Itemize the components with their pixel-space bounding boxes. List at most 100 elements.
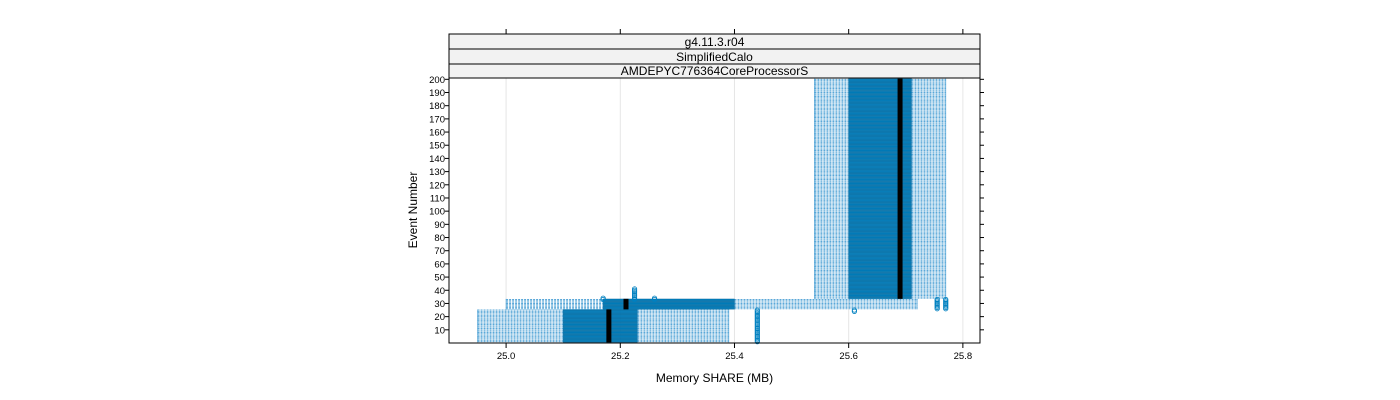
box: [848, 103, 912, 106]
box: [848, 247, 912, 249]
box: [848, 114, 912, 116]
box: [563, 338, 638, 340]
box: [563, 339, 638, 342]
box: [848, 98, 912, 100]
box: [563, 309, 638, 311]
box: [848, 124, 912, 127]
box: [603, 300, 735, 302]
box: [848, 288, 912, 290]
box: [848, 279, 912, 281]
box: [848, 219, 912, 222]
box: [848, 168, 912, 170]
box: [848, 297, 912, 299]
box: [848, 272, 912, 274]
box: [848, 97, 912, 99]
box: [563, 327, 638, 330]
box: [563, 337, 638, 339]
box: [848, 174, 912, 177]
y-tick-label-0: 10: [434, 325, 445, 336]
box: [848, 126, 912, 128]
box: [848, 205, 912, 207]
box: [848, 201, 912, 203]
strip-3: [448, 63, 981, 79]
box: [563, 319, 638, 322]
x-axis-title: Memory SHARE (MB): [656, 371, 773, 385]
box: [848, 296, 912, 298]
box: [848, 94, 912, 96]
box: [848, 268, 912, 270]
y-tick-label-18: 190: [429, 88, 445, 99]
box: [563, 322, 638, 324]
box: [848, 259, 912, 261]
box: [848, 86, 912, 88]
box: [848, 271, 912, 273]
box: [848, 108, 912, 111]
box: [848, 107, 912, 110]
box: [563, 333, 638, 335]
box: [848, 141, 912, 144]
box: [848, 180, 912, 182]
box: [848, 226, 912, 228]
box: [848, 240, 912, 243]
box: [848, 95, 912, 98]
box: [848, 160, 912, 162]
box: [848, 170, 912, 173]
x-tick-label-4: 25.8: [954, 351, 973, 362]
box: [848, 119, 912, 121]
y-tick-label-4: 50: [434, 273, 445, 284]
box: [848, 181, 912, 183]
x-tick-label-0: 25.0: [497, 351, 516, 362]
box: [848, 79, 912, 82]
y-tick-label-8: 90: [434, 220, 445, 231]
box: [848, 89, 912, 91]
box: [848, 267, 912, 269]
x-tick-label-1: 25.2: [611, 351, 630, 362]
box: [848, 206, 912, 208]
y-tick-label-2: 30: [434, 299, 445, 310]
box: [563, 321, 638, 323]
box: [848, 281, 912, 284]
box: [848, 123, 912, 125]
box: [848, 83, 912, 86]
outlier-point: [651, 295, 658, 301]
box: [848, 214, 912, 216]
box: [848, 223, 912, 226]
box: [563, 313, 638, 315]
box: [848, 224, 912, 227]
box: [848, 144, 912, 146]
axis-ticks: 25.0 25.2 25.4 25.6 25.8 10 20 30 40 50 60 70 80 90 10…: [429, 29, 984, 362]
box: [848, 191, 912, 194]
box: [848, 176, 912, 178]
outlier-point: [600, 295, 606, 301]
box: [848, 222, 912, 224]
y-tick-label-10: 110: [430, 193, 445, 204]
box: [848, 194, 912, 197]
box: [848, 169, 912, 171]
box: [848, 292, 912, 294]
box: [848, 188, 912, 190]
box: [848, 228, 912, 231]
y-tick-label-19: 200: [429, 75, 445, 86]
box: [848, 263, 912, 265]
x-tick-label-2: 25.4: [725, 351, 744, 362]
box: [848, 130, 912, 132]
outlier-point: [943, 296, 949, 303]
box: [848, 155, 912, 157]
box: [848, 280, 912, 282]
strip-2-label: SimplifiedCalo: [676, 50, 753, 64]
box: [848, 195, 912, 198]
box: [848, 178, 912, 181]
box: [848, 87, 912, 90]
median-bar-0: [606, 309, 612, 343]
box: [563, 315, 638, 318]
box: [848, 286, 912, 289]
y-tick-label-13: 140: [429, 154, 445, 165]
box: [848, 203, 912, 206]
box: [848, 143, 912, 145]
box: [848, 133, 912, 136]
box: [848, 238, 912, 240]
box: [848, 293, 912, 295]
box: [848, 127, 912, 129]
box: [848, 139, 912, 141]
box: [848, 147, 912, 149]
